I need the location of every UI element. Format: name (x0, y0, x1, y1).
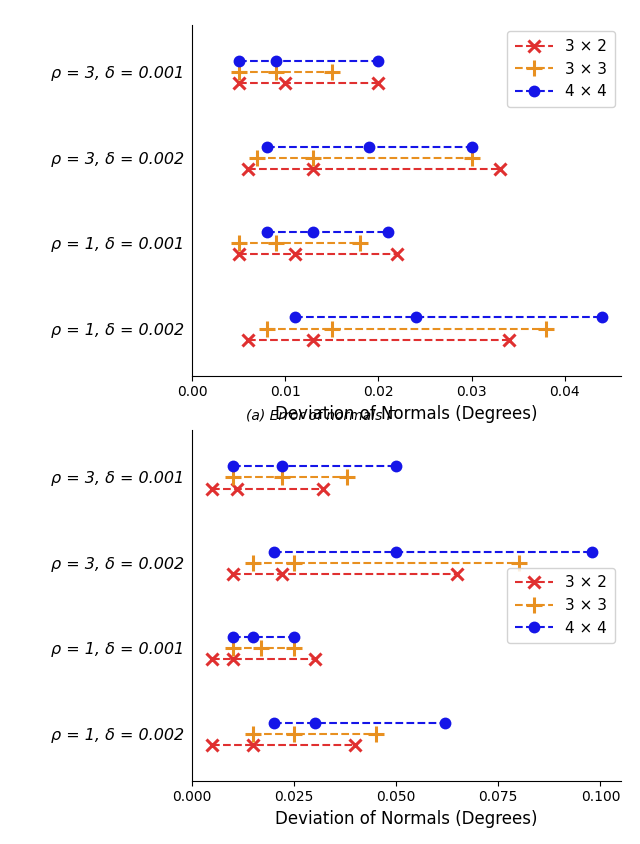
Legend: 3 × 2, 3 × 3, 4 × 4: 3 × 2, 3 × 3, 4 × 4 (507, 568, 614, 643)
X-axis label: Deviation of Normals (Degrees): Deviation of Normals (Degrees) (275, 810, 538, 828)
X-axis label: Deviation of Normals (Degrees): Deviation of Normals (Degrees) (275, 405, 538, 423)
Text: (a) Error of normals Γ: (a) Error of normals Γ (246, 408, 394, 422)
Legend: 3 × 2, 3 × 3, 4 × 4: 3 × 2, 3 × 3, 4 × 4 (507, 31, 614, 107)
